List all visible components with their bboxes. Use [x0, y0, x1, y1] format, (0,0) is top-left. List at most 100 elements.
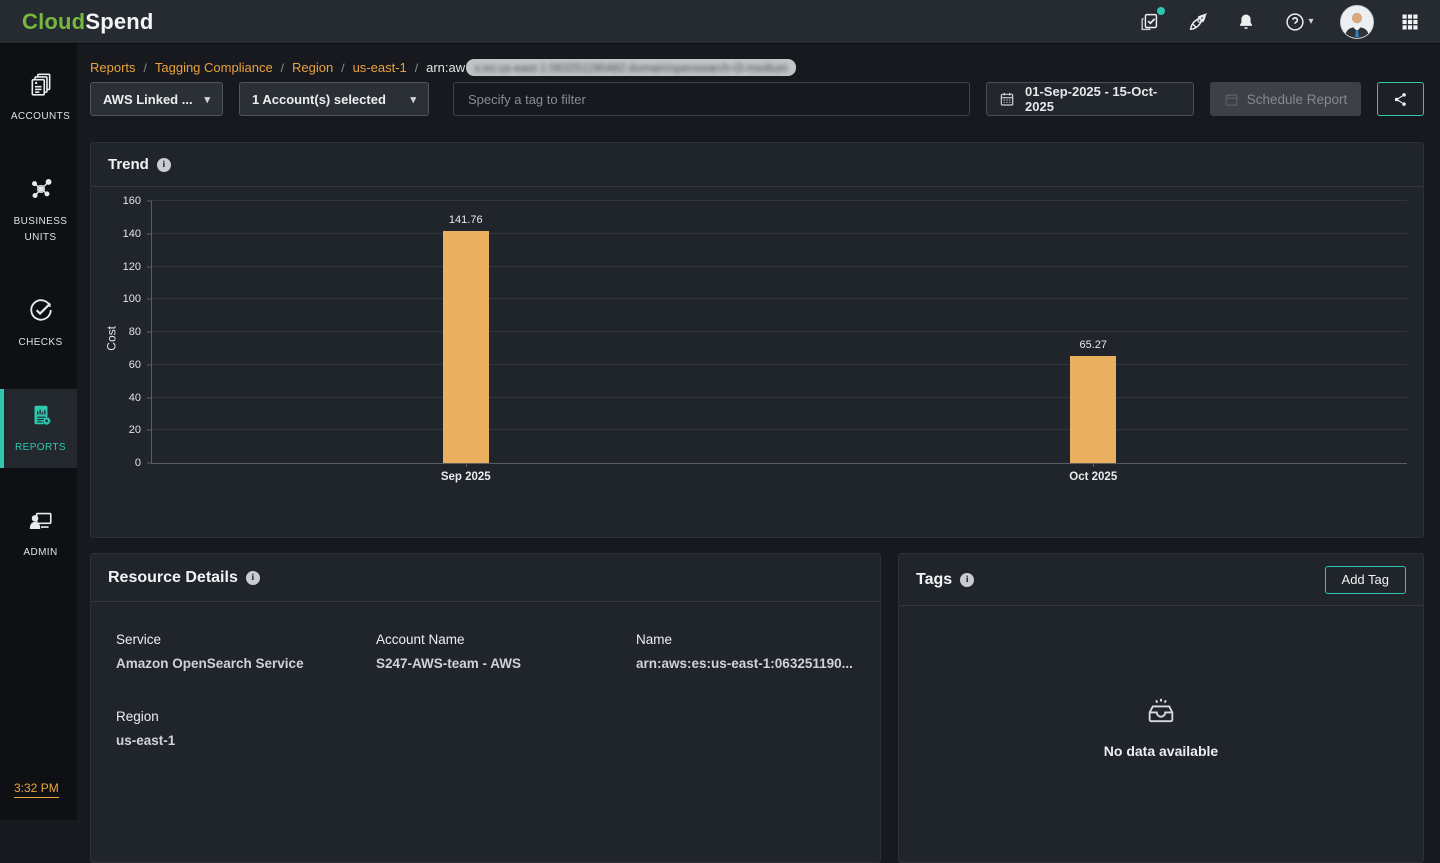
resource-details-grid: Service Amazon OpenSearch Service Accoun… — [91, 602, 880, 778]
top-bar: CloudSpend — [0, 0, 1440, 44]
calendar-icon — [999, 91, 1015, 107]
share-icon — [1392, 91, 1409, 108]
chevron-down-icon: ▾ — [410, 93, 416, 106]
gridline — [152, 266, 1407, 267]
help-menu-icon[interactable]: ▾ — [1282, 10, 1316, 34]
cloudspend-logo[interactable]: CloudSpend — [22, 9, 154, 35]
gridline — [152, 429, 1407, 430]
trend-info-icon[interactable]: i — [157, 158, 171, 172]
y-axis-tick-label: 120 — [123, 261, 141, 273]
breadcrumb-reports[interactable]: Reports — [90, 60, 136, 75]
sidebar-item-label: REPORTS — [15, 440, 66, 456]
no-data-text: No data available — [1104, 743, 1218, 759]
checks-icon — [28, 297, 54, 328]
field-value: arn:aws:es:us-east-1:063251190... — [636, 656, 855, 671]
trend-title-text: Trend — [108, 156, 149, 173]
x-axis-tick-mark — [1093, 463, 1094, 467]
tag-filter-input[interactable] — [453, 82, 970, 116]
gridline — [152, 397, 1407, 398]
sidebar-item-label: ADMIN — [23, 545, 57, 561]
topbar-actions: ▾ — [1138, 5, 1422, 39]
main-content: Reports / Tagging Compliance / Region / … — [77, 44, 1440, 820]
gridline — [152, 298, 1407, 299]
y-axis-tick-label: 20 — [129, 424, 141, 436]
y-axis-title: Cost — [104, 326, 118, 351]
y-axis-tick-label: 60 — [129, 359, 141, 371]
account-type-dropdown[interactable]: AWS Linked ... ▾ — [90, 82, 223, 116]
resource-details-title: Resource Details i — [108, 569, 260, 587]
trend-title: Trend i — [108, 156, 171, 173]
tasks-icon[interactable] — [1138, 10, 1162, 34]
breadcrumb-separator: / — [144, 61, 147, 75]
bar-value-label: 65.27 — [1079, 339, 1107, 351]
accounts-selected-dropdown[interactable]: 1 Account(s) selected ▾ — [239, 82, 429, 116]
field-value: Amazon OpenSearch Service — [116, 656, 376, 671]
resource-details-info-icon[interactable]: i — [246, 571, 260, 585]
breadcrumb-redacted-text: s:es:us-east-1:063251190482:domain/opens… — [474, 63, 788, 75]
date-range-picker[interactable]: 01-Sep-2025 - 15-Oct-2025 — [986, 82, 1194, 116]
sidebar-item-business-units[interactable]: BUSINESS UNITS — [0, 163, 77, 258]
notifications-bell-icon[interactable] — [1234, 10, 1258, 34]
sidebar-item-label: ACCOUNTS — [11, 109, 70, 125]
reports-icon — [28, 402, 54, 433]
gridline — [152, 200, 1407, 201]
business-units-icon — [28, 176, 54, 207]
share-button[interactable] — [1377, 82, 1424, 116]
field-value: us-east-1 — [116, 733, 376, 748]
y-axis-tick-label: 140 — [123, 228, 141, 240]
sidebar-item-admin[interactable]: ADMIN — [0, 494, 77, 573]
y-axis-tick-label: 80 — [129, 326, 141, 338]
user-avatar[interactable] — [1340, 5, 1374, 39]
breadcrumb-separator: / — [281, 61, 284, 75]
field-label: Service — [116, 632, 376, 647]
y-axis-tick-mark — [147, 463, 152, 464]
logo-cloud: Cloud — [22, 9, 85, 34]
schedule-icon — [1224, 92, 1239, 107]
trend-bar-sep-2025[interactable] — [443, 231, 489, 463]
sidebar-item-label: CHECKS — [18, 335, 62, 351]
resource-details-title-text: Resource Details — [108, 569, 238, 587]
field-value: S247-AWS-team - AWS — [376, 656, 636, 671]
admin-icon — [28, 507, 54, 538]
schedule-report-label: Schedule Report — [1247, 92, 1348, 107]
tasks-badge-dot — [1157, 7, 1165, 15]
schedule-report-button[interactable]: Schedule Report — [1210, 82, 1361, 116]
breadcrumb-arn-prefix: arn:aw — [426, 60, 465, 75]
chevron-down-icon: ▾ — [204, 93, 210, 106]
x-axis-tick-mark — [466, 463, 467, 467]
breadcrumb-separator: / — [415, 61, 418, 75]
sidebar-item-label: BUSINESS UNITS — [6, 214, 75, 246]
sidebar-item-reports[interactable]: REPORTS — [0, 389, 77, 468]
breadcrumb-region[interactable]: Region — [292, 60, 333, 75]
breadcrumb-current-resource: arn:aw s:es:us-east-1:063251190482:domai… — [426, 59, 796, 76]
breadcrumb-us-east-1[interactable]: us-east-1 — [353, 60, 407, 75]
add-tag-button[interactable]: Add Tag — [1325, 566, 1406, 594]
trend-bar-oct-2025[interactable] — [1070, 356, 1116, 463]
x-axis-label: Sep 2025 — [441, 471, 491, 483]
gridline — [152, 233, 1407, 234]
breadcrumb-tagging-compliance[interactable]: Tagging Compliance — [155, 60, 273, 75]
logo-spend: Spend — [85, 9, 153, 34]
field-label: Account Name — [376, 632, 636, 647]
field-label: Region — [116, 709, 376, 724]
apps-grid-icon[interactable] — [1398, 10, 1422, 34]
gridline — [152, 364, 1407, 365]
account-type-dropdown-value: AWS Linked ... — [103, 92, 193, 107]
sidebar-item-accounts[interactable]: ACCOUNTS — [0, 58, 77, 137]
sidebar-item-checks[interactable]: CHECKS — [0, 284, 77, 363]
y-axis-tick-label: 100 — [123, 293, 141, 305]
tags-title: Tags i — [916, 571, 974, 589]
empty-inbox-icon — [1144, 694, 1178, 733]
last-refresh-time[interactable]: 3:32 PM — [14, 781, 59, 798]
bar-value-label: 141.76 — [449, 214, 483, 226]
tags-title-text: Tags — [916, 571, 952, 589]
tags-empty-state: No data available — [899, 606, 1423, 759]
field-region: Region us-east-1 — [116, 709, 376, 748]
whats-new-rocket-icon[interactable] — [1186, 10, 1210, 34]
tags-info-icon[interactable]: i — [960, 573, 974, 587]
field-service: Service Amazon OpenSearch Service — [116, 632, 376, 671]
y-axis-tick-label: 160 — [123, 195, 141, 207]
date-range-value: 01-Sep-2025 - 15-Oct-2025 — [1025, 84, 1181, 114]
